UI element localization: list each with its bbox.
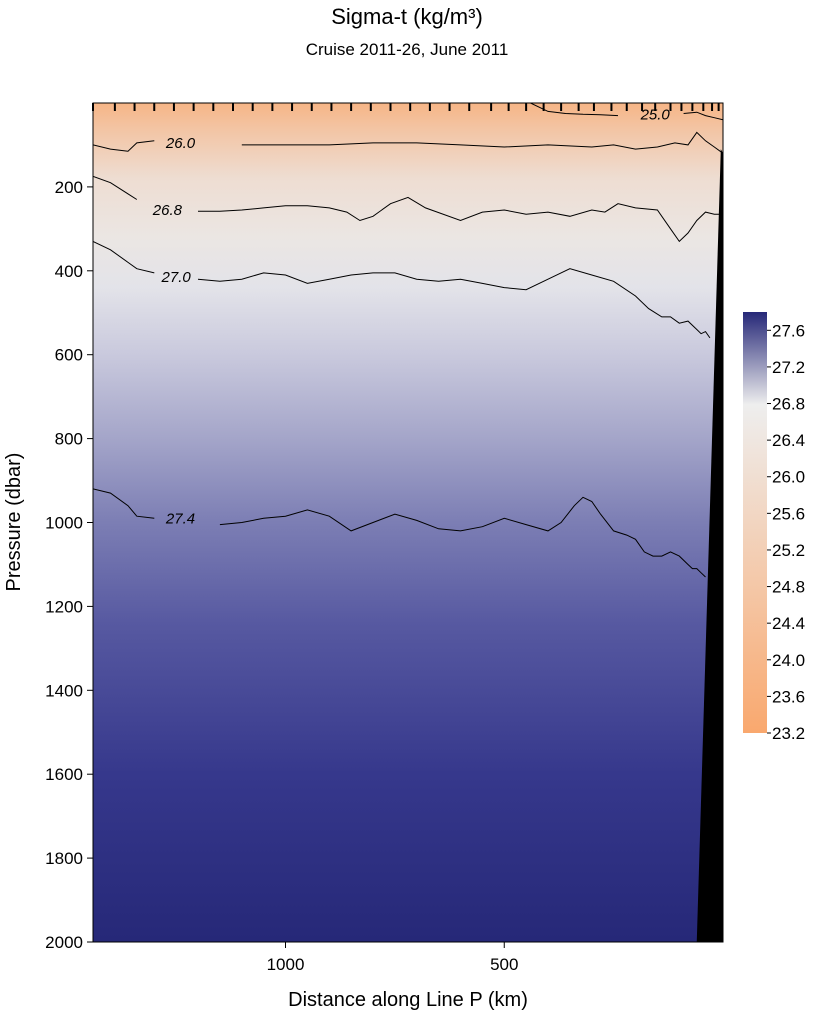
contour-line (93, 488, 706, 578)
contour-label: 27.4 (165, 510, 195, 527)
colorbar-tick-label: 24.0 (772, 651, 805, 670)
y-tick-label: 1000 (45, 514, 83, 533)
y-tick-label: 2000 (45, 933, 83, 952)
colorbar-tick-label: 26.4 (772, 431, 805, 450)
contour-label: 26.8 (152, 202, 183, 219)
colorbar-tick-label: 25.2 (772, 541, 805, 560)
colorbar-tick-label: 27.2 (772, 358, 805, 377)
contour-label: 26.0 (165, 135, 196, 152)
y-tick-label: 1400 (45, 681, 83, 700)
x-axis-label: Distance along Line P (km) (288, 989, 528, 1011)
y-tick-label: 400 (55, 262, 83, 281)
colorbar-tick-label: 24.8 (772, 578, 805, 597)
contour-line (93, 131, 723, 154)
y-tick-label: 600 (55, 346, 83, 365)
sea-floor-topography (696, 149, 723, 942)
x-tick-label: 1000 (267, 955, 305, 974)
contour-line (93, 240, 711, 339)
y-axis: 200 400 600 800 1000 1200 1400 1600 1800 2000 (45, 178, 93, 952)
chart-title: Sigma-t (kg/m³) (331, 4, 483, 29)
y-tick-label: 800 (55, 430, 83, 449)
x-axis: 1000 500 (267, 942, 518, 974)
colorbar-tick-label: 26.0 (772, 468, 805, 487)
colorbar-tick-label: 24.4 (772, 614, 805, 633)
chart-subtitle: Cruise 2011-26, June 2011 (306, 40, 509, 59)
colorbar-tick-label: 23.6 (772, 687, 805, 706)
contour-line (93, 175, 723, 243)
colorbar-tick-label: 25.6 (772, 504, 805, 523)
x-tick-label: 500 (490, 955, 518, 974)
y-tick-label: 1800 (45, 849, 83, 868)
density-field (93, 103, 723, 942)
station-markers (92, 103, 720, 111)
colorbar-tick-label: 23.2 (772, 724, 805, 743)
colorbar-tick-label: 27.6 (772, 321, 805, 340)
y-tick-label: 1600 (45, 765, 83, 784)
contour-line (530, 103, 723, 121)
colorbar-ticks: 27.6 27.2 26.8 26.4 26.0 25.6 25.2 24.8 24.4 24.0… (767, 321, 805, 743)
y-tick-label: 1200 (45, 597, 83, 616)
contour-label: 27.0 (161, 269, 192, 286)
y-tick-label: 200 (55, 178, 83, 197)
colorbar-tick-label: 26.8 (772, 395, 805, 414)
colorbar (743, 312, 767, 733)
y-axis-label: Pressure (dbar) (3, 453, 25, 592)
contour-label: 25.0 (640, 107, 671, 124)
isopycnal-contours: 25.0 26.0 26.8 27.0 27.4 (93, 103, 723, 578)
